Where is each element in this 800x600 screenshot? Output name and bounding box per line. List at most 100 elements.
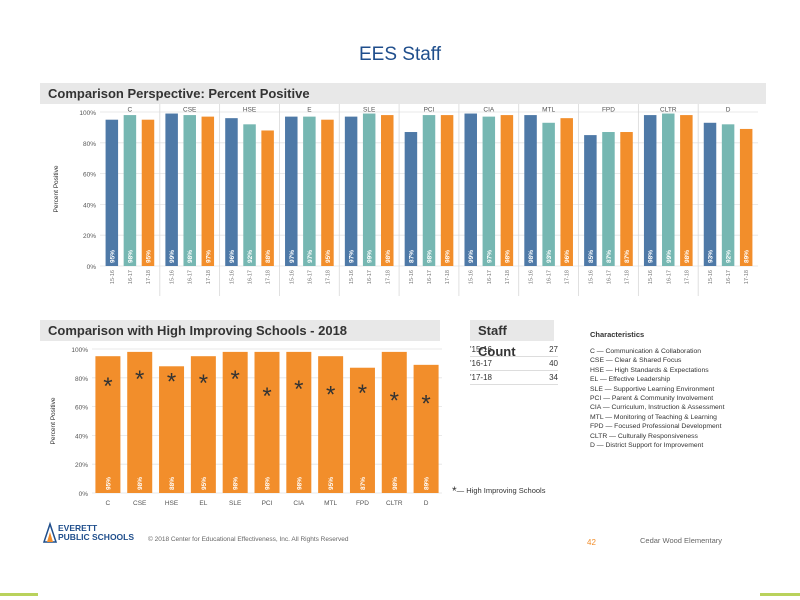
staff-year: '16-17 xyxy=(470,359,492,368)
characteristics-title: Characteristics xyxy=(590,330,645,339)
benchmark-star-marker: * xyxy=(135,366,144,393)
bar xyxy=(254,351,280,493)
logo-line2: PUBLIC SCHOOLS xyxy=(58,532,135,542)
footer-accent-right xyxy=(760,593,800,596)
benchmark-star-marker: * xyxy=(167,369,176,396)
bar xyxy=(344,116,358,267)
bar xyxy=(123,115,137,266)
category-label: HSE xyxy=(165,500,179,507)
bar-value-label: 98% xyxy=(392,477,399,490)
category-label: FPD xyxy=(602,107,615,114)
benchmark-star-marker: * xyxy=(421,390,430,417)
slide-title: EES Staff xyxy=(358,44,442,65)
characteristic-item: PCI — Parent & Community Involvement xyxy=(590,395,714,403)
bar xyxy=(183,115,196,266)
staff-count-table: '15-16 27 '16-17 40 '17-18 34 xyxy=(470,343,558,385)
bar xyxy=(482,116,496,267)
bar-value-label: 87% xyxy=(360,477,367,490)
bar xyxy=(303,116,316,267)
bar-value-label: 95% xyxy=(201,477,208,490)
high-improving-chart: 0% 20% 40% 60% 80% 100% Percent Positive 95% * C 9… xyxy=(50,347,442,507)
bar xyxy=(222,351,248,493)
bar-value-label: 95% xyxy=(328,477,335,490)
staff-row: '17-18 34 xyxy=(470,371,558,385)
bar-value-label: 89% xyxy=(424,477,431,490)
x-tick-label: 17-18 xyxy=(445,270,451,284)
category-label: EL xyxy=(199,500,207,507)
bar-value-label: 96% xyxy=(564,250,571,263)
bar-value-label: 87% xyxy=(624,250,631,263)
category-label: C xyxy=(128,107,133,114)
bar xyxy=(524,115,537,266)
x-tick-label: 17-18 xyxy=(565,270,571,284)
bar xyxy=(261,130,274,266)
x-tick-label: 15-16 xyxy=(349,270,355,284)
y-tick-label: 60% xyxy=(75,405,88,412)
bar-value-label: 99% xyxy=(367,250,374,263)
x-tick-label: 15-16 xyxy=(648,270,654,284)
bar-value-label: 95% xyxy=(109,250,116,263)
bar-value-label: 87% xyxy=(606,250,613,263)
bar xyxy=(165,113,178,266)
bar xyxy=(321,119,334,266)
bar-value-label: 98% xyxy=(127,250,134,263)
x-tick-label: 15-16 xyxy=(289,270,295,284)
bar xyxy=(560,118,573,266)
bar xyxy=(500,115,514,266)
staff-row: '16-17 40 xyxy=(470,357,558,371)
bar xyxy=(286,351,312,493)
y-tick-label: 0% xyxy=(87,264,97,271)
x-tick-label: 16-17 xyxy=(547,270,553,284)
chart1-title: Comparison Perspective: Percent Positive xyxy=(40,83,766,104)
high-improving-note: *— High Improving Schools xyxy=(452,482,545,498)
bar xyxy=(662,113,675,266)
x-tick-label: 17-18 xyxy=(684,270,690,284)
y-tick-label: 0% xyxy=(79,491,89,498)
x-tick-label: 15-16 xyxy=(529,270,535,284)
characteristic-item: CIA — Curriculum, Instruction & Assessme… xyxy=(590,404,725,412)
category-label: C xyxy=(106,500,111,507)
bar xyxy=(703,122,717,266)
bar xyxy=(105,119,119,266)
category-label: SLE xyxy=(363,107,376,114)
bar xyxy=(413,364,439,493)
bar xyxy=(318,356,344,493)
x-tick-label: 15-16 xyxy=(110,270,116,284)
bar xyxy=(739,128,753,266)
bar xyxy=(404,132,418,266)
bar-value-label: 97% xyxy=(205,250,212,263)
benchmark-star-marker: * xyxy=(326,382,335,409)
bar-value-label: 99% xyxy=(468,250,475,263)
bar xyxy=(422,115,436,266)
bar xyxy=(381,115,394,266)
y-tick-label: 40% xyxy=(75,433,88,440)
school-name: Cedar Wood Elementary xyxy=(640,536,722,545)
benchmark-star-marker: * xyxy=(231,366,240,393)
bar-value-label: 98% xyxy=(445,250,452,263)
bar-value-label: 97% xyxy=(349,250,356,263)
y-tick-label: 20% xyxy=(83,233,96,240)
bar-value-label: 95% xyxy=(105,477,112,490)
bar-value-label: 99% xyxy=(169,250,176,263)
y-axis-label: Percent Positive xyxy=(53,165,60,212)
bar xyxy=(721,124,735,266)
footer-accent-left xyxy=(0,593,38,596)
bar-value-label: 98% xyxy=(265,477,272,490)
category-label: PCI xyxy=(424,107,435,114)
staff-year: '15-16 xyxy=(470,345,492,354)
bar-value-label: 99% xyxy=(666,250,673,263)
x-tick-label: 15-16 xyxy=(708,270,714,284)
bar-value-label: 98% xyxy=(504,250,511,263)
x-tick-label: 16-17 xyxy=(427,270,433,284)
category-label: HSE xyxy=(243,107,257,114)
bar-value-label: 97% xyxy=(289,250,296,263)
y-tick-label: 100% xyxy=(71,347,88,354)
bar-value-label: 97% xyxy=(307,250,314,263)
staff-count: 40 xyxy=(549,359,558,368)
y-tick-label: 20% xyxy=(75,462,88,469)
category-label: CLTR xyxy=(660,107,677,114)
benchmark-star-marker: * xyxy=(103,373,112,400)
category-label: MTL xyxy=(324,500,337,507)
x-tick-label: 16-17 xyxy=(128,270,134,284)
y-tick-label: 100% xyxy=(79,110,96,117)
